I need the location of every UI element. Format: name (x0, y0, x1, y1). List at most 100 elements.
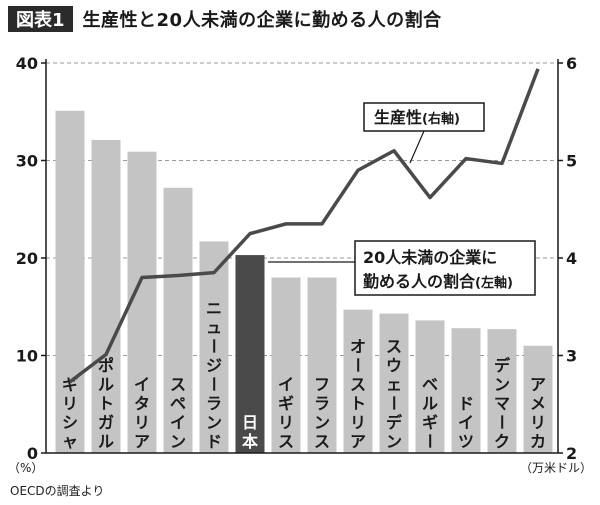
category-label-char: ー (204, 376, 223, 392)
category-label-char: ア (134, 432, 150, 451)
category-label-char: ウ (386, 356, 402, 375)
category-labels: ギリシャポルトガルイタリアスペインニュージーランド日本イギリスフランスオーストリ… (62, 299, 546, 451)
category-label-char: リ (134, 413, 150, 432)
category-label-char: ア (350, 432, 366, 451)
category-label-char: ラ (314, 394, 330, 413)
category-label-char: ー (204, 338, 223, 354)
category-label-char: オ (350, 337, 366, 356)
category-label-char: 本 (242, 432, 258, 451)
right-tick-label: 5 (566, 152, 577, 171)
category-label-char: ジ (206, 356, 222, 375)
category-label-char: ド (458, 394, 474, 413)
category-label-char: ス (170, 375, 186, 394)
bar (523, 345, 553, 453)
category-label-char: ン (314, 413, 330, 432)
bar (199, 241, 229, 453)
bar-label-line2: 勤める人の割合(左軸) (363, 272, 513, 291)
bar-label-line1: 20人未満の企業に (363, 248, 497, 267)
category-label-char: ベ (422, 375, 438, 394)
bar (379, 313, 409, 453)
category-label-char: ー (348, 357, 367, 373)
bar-label-box (354, 240, 536, 296)
category-label-char: ル (422, 394, 438, 413)
category-label-char: イ (278, 375, 294, 394)
bar (235, 255, 265, 453)
title-row: 図表1 生産性と20人未満の企業に勤める人の割合 (8, 4, 442, 34)
category-label-char: イ (458, 413, 474, 432)
category-label-char: リ (530, 413, 546, 432)
left-tick-label: 20 (16, 249, 38, 268)
category-label-char: ス (350, 375, 366, 394)
chart-area: ギリシャポルトガルイタリアスペインニュージーランド日本イギリスフランスオーストリ… (8, 54, 592, 475)
left-tick-label: 40 (16, 54, 38, 73)
category-label-char: ェ (386, 375, 402, 394)
category-label-char: リ (62, 394, 78, 413)
bar (163, 187, 193, 454)
right-tick-label: 3 (566, 347, 577, 366)
category-label-char: リ (278, 413, 294, 432)
category-label-char: ツ (458, 432, 474, 451)
right-axis-unit: （万米ドル） (520, 461, 592, 475)
category-label-char: タ (134, 394, 150, 413)
category-label-char: マ (494, 394, 510, 413)
category-label-char: イ (170, 413, 186, 432)
productivity-line (68, 68, 540, 384)
category-label-char: ガ (98, 413, 114, 432)
category-label-char: フ (314, 375, 330, 394)
category-label-char: ー (420, 433, 439, 449)
left-tick-label: 10 (16, 347, 38, 366)
category-label-char: メ (530, 394, 546, 413)
bar (127, 151, 157, 453)
bar (55, 110, 85, 454)
category-label-char: シ (62, 413, 78, 432)
line-series (68, 68, 540, 384)
category-label-char: ス (314, 432, 330, 451)
bar (343, 309, 373, 453)
category-label-char: デ (386, 413, 403, 432)
category-label-char: リ (350, 413, 366, 432)
bar (271, 277, 301, 453)
category-label-char: ル (98, 375, 114, 394)
category-label-char: ス (386, 337, 402, 356)
bar (91, 140, 121, 453)
category-label-char: ポ (98, 356, 114, 375)
category-label-char: ペ (170, 394, 186, 413)
category-label-char: カ (530, 432, 546, 451)
bars (55, 110, 553, 454)
bar (307, 277, 337, 453)
line-label: 生産性(右軸) (374, 108, 460, 127)
line-label-box (363, 102, 485, 132)
line-label-leader (409, 130, 425, 164)
bar (415, 320, 445, 453)
figure-badge: 図表1 (8, 6, 73, 32)
category-label-char: デ (494, 356, 511, 375)
right-tick-label: 2 (566, 444, 577, 463)
left-axis-unit: （%） (8, 461, 43, 475)
left-tick-label: 30 (16, 152, 38, 171)
category-label-char: イ (134, 375, 150, 394)
category-label-char: ー (492, 414, 511, 430)
category-label-char: ド (206, 432, 222, 451)
category-label-char: ト (350, 394, 366, 413)
right-tick-label: 6 (566, 54, 577, 73)
bar (487, 329, 517, 453)
category-label-char: ス (278, 432, 294, 451)
category-label-char: ニ (206, 299, 222, 318)
category-label-char: ン (206, 413, 222, 432)
category-label-char: ン (170, 432, 186, 451)
annotations: 生産性(右軸) 20人未満の企業に勤める人の割合(左軸) (268, 102, 536, 296)
left-tick-label: 0 (27, 444, 38, 463)
category-label-char: ン (386, 432, 402, 451)
source-note: OECDの調査より (10, 484, 105, 498)
category-label-char: ー (384, 395, 403, 411)
bar (451, 328, 481, 453)
category-label-char: ク (494, 432, 510, 451)
category-label-char: ル (98, 432, 114, 451)
category-label-char: ギ (422, 413, 438, 432)
category-label-char: ラ (206, 394, 222, 413)
category-label-char: ャ (62, 432, 78, 451)
category-label-char: ギ (278, 394, 294, 413)
category-label-char: ト (98, 394, 114, 413)
axes: 0 10 20 30 40 2 3 4 5 6 （%） （万米ドル） (8, 54, 592, 475)
category-label-char: 日 (242, 413, 258, 432)
